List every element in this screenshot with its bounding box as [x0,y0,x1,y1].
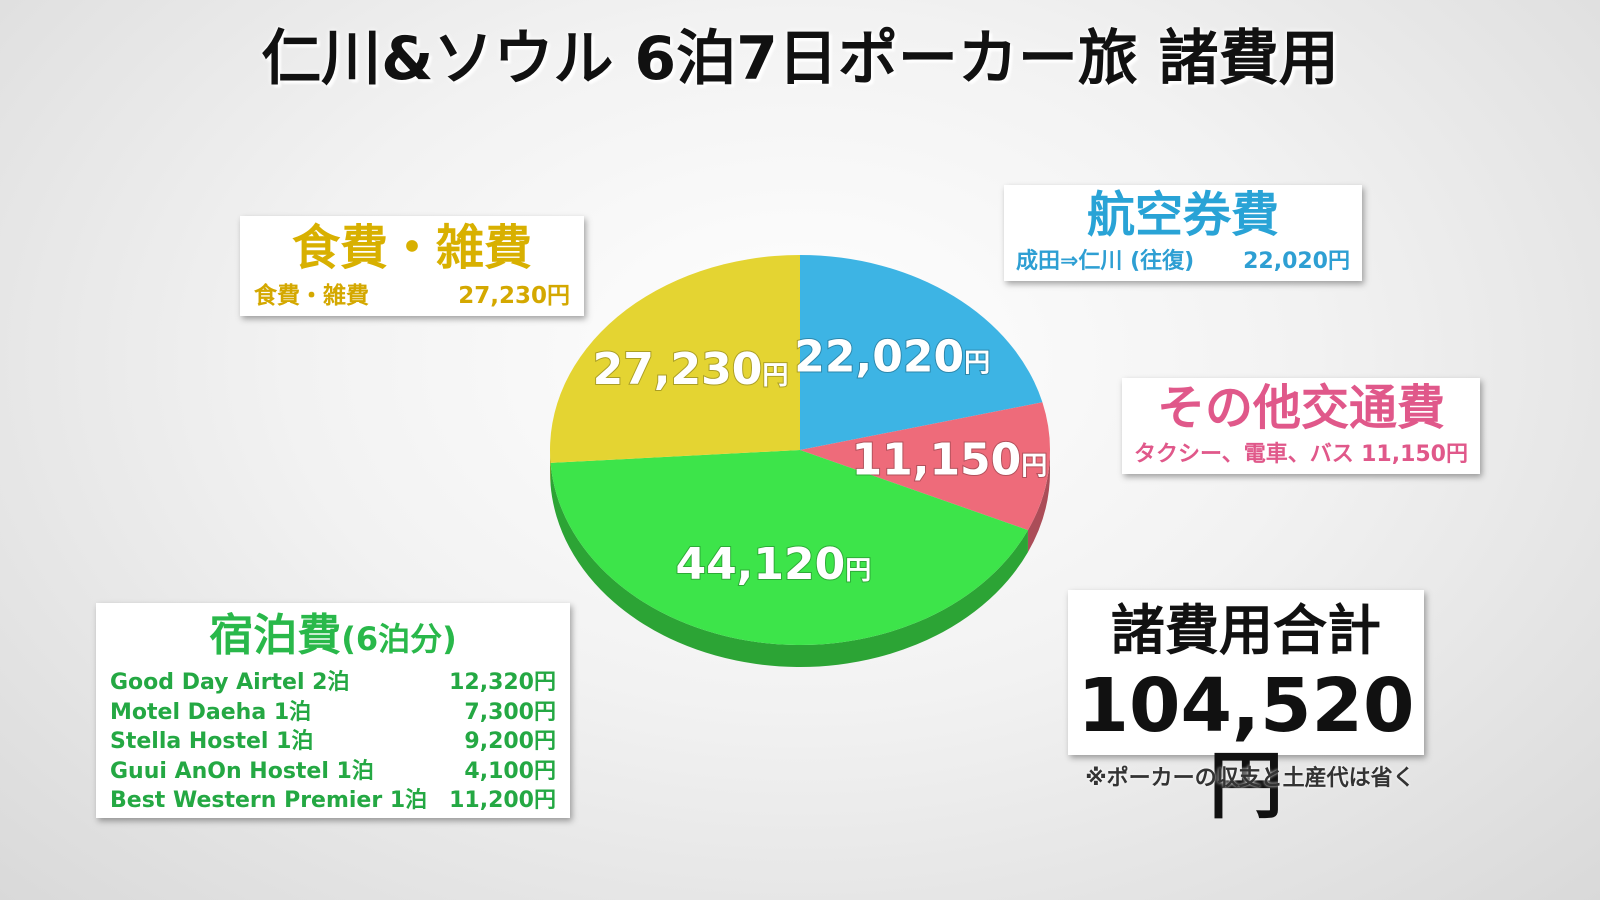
air-item-label: 成田⇒仁川 (往復) [1016,249,1195,274]
total-value: 104,520円 [1077,663,1415,829]
hotel-item-value: 12,320円 [449,670,556,695]
hotel-item: Motel Daeha 1泊 7,300円 [110,698,556,728]
pie-slice-side [1027,450,1050,553]
hotel-subtitle: (6泊分) [341,620,457,658]
air-item-value: 22,020円 [1243,249,1350,274]
hotel-item-value: 11,200円 [449,788,556,813]
food-box-item: 食費・雑費 27,230円 [254,276,570,310]
hotel-item: Stella Hostel 1泊 9,200円 [110,727,556,757]
hotel-item-value: 9,200円 [464,729,556,754]
hotel-title: 宿泊費 [209,610,342,661]
transport-legend-box: その他交通費 タクシー、電車、バス 11,150円 [1122,378,1480,474]
pie-slice-label: 27,230円 [593,344,789,395]
transport-item-label: タクシー、電車、バス [1134,442,1354,467]
air-legend-box: 航空券費 成田⇒仁川 (往復) 22,020円 [1004,185,1362,281]
hotel-item-value: 4,100円 [464,758,556,784]
footnote: ※ポーカーの収支と土産代は省く [1085,766,1415,791]
hotel-item-label: Guui AnOn Hostel 1泊 [110,758,374,784]
hotel-item-label: Best Western Premier 1泊 [110,788,428,813]
total-box: 諸費用合計 104,520円 [1068,590,1424,826]
hotel-item: Guui AnOn Hostel 1泊 4,100円 [110,757,556,787]
pie-slice-label: 11,150円 [852,434,1048,485]
hotel-item-label: Good Day Airtel 2泊 [110,670,350,695]
pie-slice [550,255,800,463]
pie-slice [550,450,1028,645]
hotel-item-value: 7,300円 [464,699,556,725]
hotel-item: Best Western Premier 1泊 11,200円 [110,786,556,816]
hotel-box-title: 宿泊費(6泊分) [110,607,556,668]
pie-slice-label: 44,120円 [675,539,871,590]
food-legend-box: 食費・雑費 食費・雑費 27,230円 [240,216,584,316]
transport-box-title: その他交通費 [1156,380,1445,436]
total-label: 諸費用合計 [1111,599,1381,662]
hotel-item-label: Motel Daeha 1泊 [110,699,312,725]
transport-item-value: 11,150円 [1361,442,1468,467]
air-box-title: 航空券費 [1086,187,1279,243]
transport-box-item: タクシー、電車、バス 11,150円 [1134,436,1468,468]
pie-slice [800,255,1043,450]
pie-slice-label: 22,020円 [794,332,990,383]
page-title: 仁川&ソウル 6泊7日ポーカー旅 諸費用 [261,24,1339,94]
food-item-label: 食費・雑費 [254,283,369,309]
food-item-value: 27,230円 [458,283,570,309]
hotel-item-label: Stella Hostel 1泊 [110,729,314,754]
hotel-legend-box: 宿泊費(6泊分) Good Day Airtel 2泊 12,320円 Mote… [96,603,570,818]
air-box-item: 成田⇒仁川 (往復) 22,020円 [1016,243,1350,275]
hotel-item: Good Day Airtel 2泊 12,320円 [110,668,556,698]
food-box-title: 食費・雑費 [291,220,532,276]
pie-slice-side [550,450,551,485]
pie-slice [800,402,1050,531]
